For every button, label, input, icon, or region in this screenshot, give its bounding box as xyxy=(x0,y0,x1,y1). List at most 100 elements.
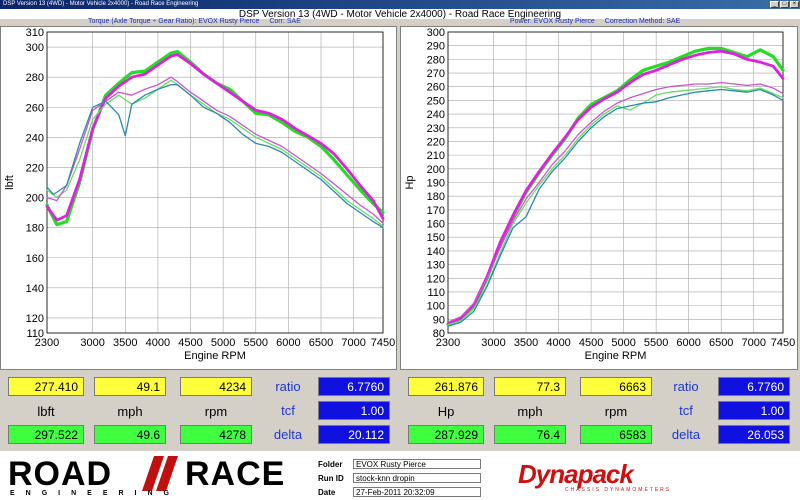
x-tick-label: 7000 xyxy=(741,337,765,349)
torque-chart[interactable]: 2300 3000 3500 4000 4500 5000 5500 6000 6500 7000… xyxy=(1,27,396,369)
y-tick-label: 270 xyxy=(427,68,445,80)
mph-value-2: 49.6 xyxy=(94,425,166,444)
y-tick-label: 190 xyxy=(427,178,445,190)
y-axis-label: Hp xyxy=(404,175,416,189)
close-icon[interactable]: × xyxy=(790,1,799,8)
y-tick-label: 170 xyxy=(427,205,445,217)
window-titlebar: DSP Version 13 (4WD) - Motor Vehicle 2x4… xyxy=(0,0,800,9)
y-tick-label: 250 xyxy=(427,95,445,107)
x-tick-label: 5500 xyxy=(244,337,268,349)
series-line-0 xyxy=(45,50,385,227)
runid-field[interactable]: stock-knn dropin xyxy=(353,473,481,483)
y-tick-label: 290 xyxy=(427,41,445,53)
x-tick-label: 5500 xyxy=(644,337,668,349)
y-axis-label: lbft xyxy=(4,175,16,190)
torque-subtitle-text: Torque (Axle Torque ÷ Gear Ratio): EVOX … xyxy=(88,18,260,25)
power-chart[interactable]: 2300 3000 3500 4000 4500 5000 5500 6000 6500 7000… xyxy=(401,27,797,369)
torque-subtitle: Torque (Axle Torque ÷ Gear Ratio): EVOX … xyxy=(88,18,301,26)
logo-race-text: RACE xyxy=(185,455,286,493)
x-tick-label: 4000 xyxy=(546,337,570,349)
window-title: DSP Version 13 (4WD) - Motor Vehicle 2x4… xyxy=(3,1,199,7)
power-correction-text: Correction Method: SAE xyxy=(604,18,681,25)
series-line-0 xyxy=(446,46,785,327)
power-subtitle: Power: EVOX Rusty Pierce Correction Meth… xyxy=(510,18,680,26)
hp-value-1: 261.876 xyxy=(408,377,484,396)
series-line-3 xyxy=(447,81,784,323)
y-tick-label: 120 xyxy=(26,313,44,325)
x-tick-label: 3500 xyxy=(113,337,137,349)
maximize-icon[interactable]: □ xyxy=(780,1,789,8)
x-tick-label: 6000 xyxy=(276,337,300,349)
logo-road-text: ROAD xyxy=(8,455,113,493)
rpm-value-1: 6663 xyxy=(580,377,652,396)
x-tick-label: 5000 xyxy=(611,337,635,349)
x-tick-label: 4500 xyxy=(579,337,603,349)
series-line-4 xyxy=(46,84,384,229)
y-tick-label: 240 xyxy=(26,132,44,144)
folder-label: Folder xyxy=(318,460,343,469)
x-axis-label: Engine RPM xyxy=(585,350,647,362)
date-field[interactable]: 27-Feb-2011 20:32:09 xyxy=(353,487,481,497)
y-tick-label: 160 xyxy=(26,253,44,265)
y-tick-label: 280 xyxy=(26,72,44,84)
mph-value-2: 76.4 xyxy=(494,425,566,444)
footer: ROAD RACE ENGINEERING Folder EVOX Rusty … xyxy=(0,451,800,500)
rpm-value-2: 6583 xyxy=(580,425,652,444)
y-tick-label: 230 xyxy=(427,123,445,135)
x-tick-label: 7000 xyxy=(341,337,365,349)
page-title: DSP Version 13 (4WD - Motor Vehicle 2x40… xyxy=(0,9,800,20)
y-tick-label: 280 xyxy=(427,54,445,66)
x-tick-label: 4500 xyxy=(178,337,202,349)
x-tick-label: 6000 xyxy=(676,337,700,349)
y-tick-label: 210 xyxy=(427,150,445,162)
y-tick-label: 130 xyxy=(427,260,445,272)
y-tick-label: 110 xyxy=(427,287,445,299)
minimize-icon[interactable]: _ xyxy=(770,1,779,8)
power-subtitle-text: Power: EVOX Rusty Pierce xyxy=(510,18,595,25)
y-tick-label: 310 xyxy=(26,27,44,39)
x-tick-label: 6500 xyxy=(709,337,733,349)
series-line-2 xyxy=(447,86,784,326)
tcf-label: tcf xyxy=(679,403,693,418)
delta-value: 26.053 xyxy=(718,425,790,444)
ratio-value: 6.7760 xyxy=(318,377,390,396)
x-tick-label: 6500 xyxy=(309,337,333,349)
mph-label: mph xyxy=(517,404,543,419)
y-tick-label: 200 xyxy=(26,193,44,205)
x-tick-label: 7450 xyxy=(371,337,395,349)
series-line-3 xyxy=(46,76,384,224)
x-tick-label: 3000 xyxy=(481,337,505,349)
logo-stripes-icon xyxy=(142,456,178,491)
rpm-value-1: 4234 xyxy=(180,377,252,396)
x-tick-label: 3500 xyxy=(514,337,538,349)
dynapack-tagline: CHASSIS DYNAMOMETERS xyxy=(565,487,672,493)
y-tick-label: 180 xyxy=(26,223,44,235)
series-line-1 xyxy=(45,53,385,222)
y-tick-label: 80 xyxy=(433,328,445,340)
torque-readout-panel: 277.410 49.1 4234 lbft mph rpm 297.522 4… xyxy=(0,372,398,448)
x-tick-label: 2300 xyxy=(35,337,59,349)
y-tick-label: 240 xyxy=(427,109,445,121)
y-tick-label: 300 xyxy=(26,42,44,54)
power-readout-panel: 261.876 77.3 6663 Hp mph rpm 287.929 76.… xyxy=(400,372,800,448)
series-line-4 xyxy=(447,88,784,327)
y-tick-label: 120 xyxy=(427,273,445,285)
ratio-label: ratio xyxy=(275,379,301,394)
hp-value-2: 287.929 xyxy=(408,425,484,444)
runid-label: Run ID xyxy=(318,474,344,483)
power-chart-panel[interactable]: 2300 3000 3500 4000 4500 5000 5500 6000 6500 7000… xyxy=(400,26,798,370)
mph-value-1: 49.1 xyxy=(94,377,166,396)
y-tick-label: 220 xyxy=(427,136,445,148)
series-line-2 xyxy=(46,79,384,227)
ratio-label: ratio xyxy=(673,379,699,394)
torque-chart-panel[interactable]: 2300 3000 3500 4000 4500 5000 5500 6000 6500 7000… xyxy=(0,26,397,370)
x-tick-label: 5000 xyxy=(211,337,235,349)
folder-field[interactable]: EVOX Rusty Pierce xyxy=(353,459,481,469)
tcf-value: 1.00 xyxy=(318,401,390,420)
y-tick-label: 180 xyxy=(427,191,445,203)
y-tick-label: 200 xyxy=(427,164,445,176)
delta-label: delta xyxy=(671,427,701,442)
y-tick-label: 220 xyxy=(26,162,44,174)
y-tick-label: 260 xyxy=(427,82,445,94)
y-tick-label: 100 xyxy=(427,301,445,313)
